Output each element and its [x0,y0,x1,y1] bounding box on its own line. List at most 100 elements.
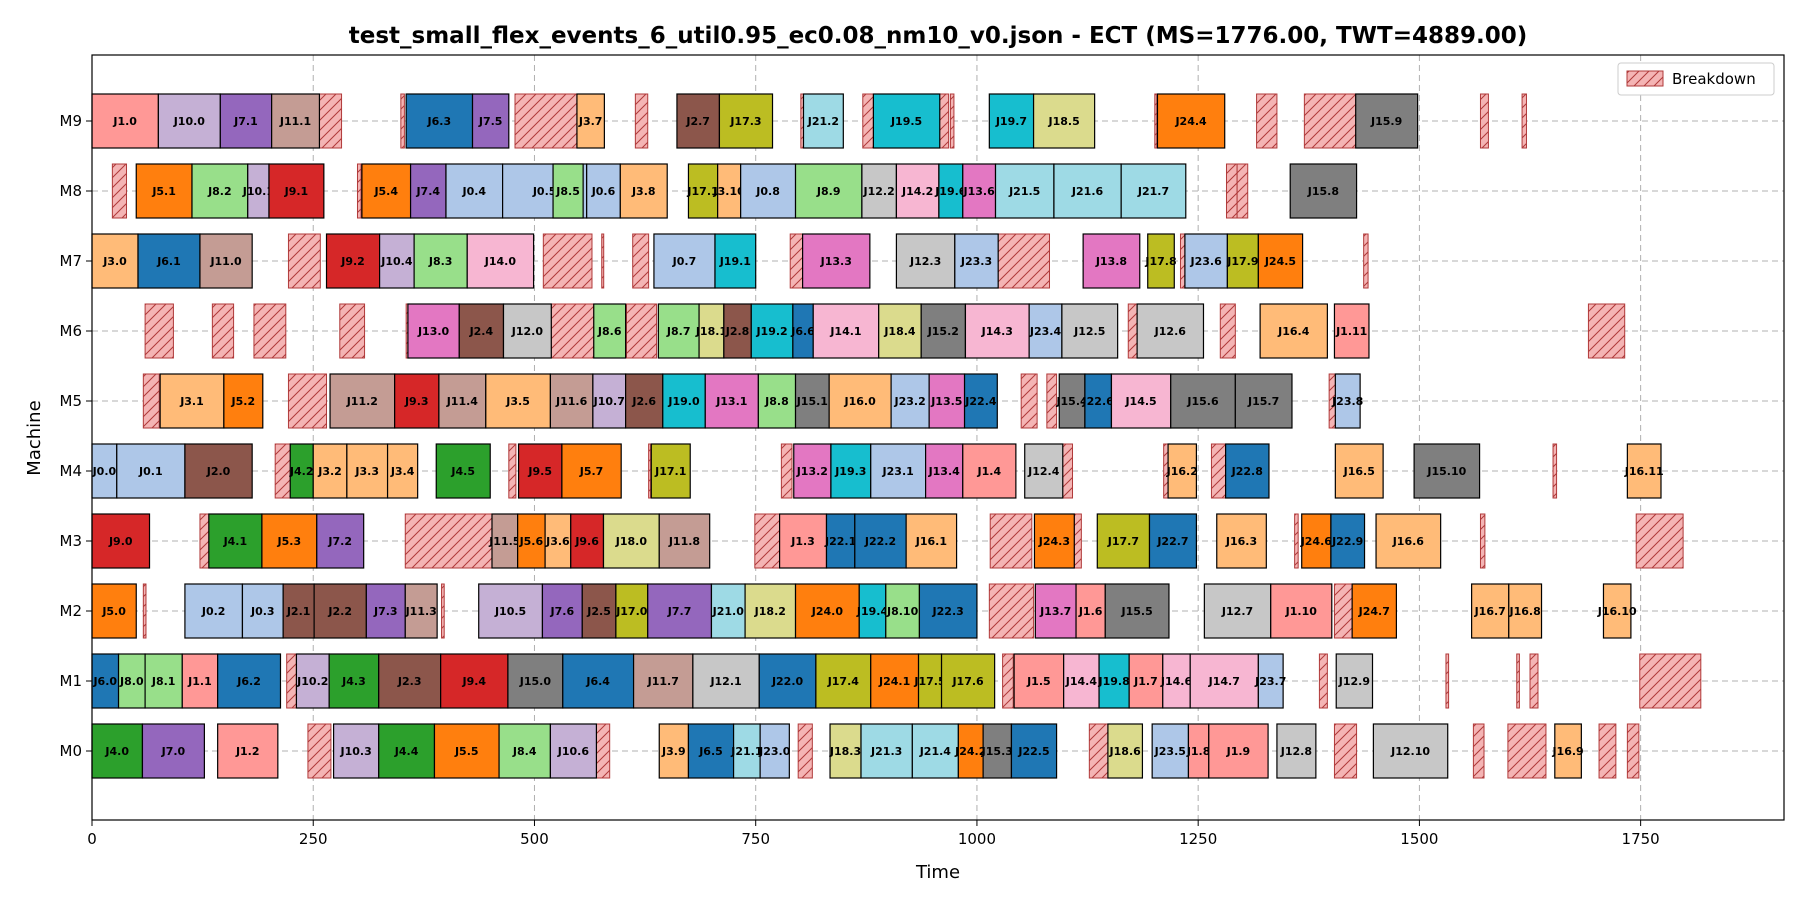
task-bar [1330,513,1366,569]
task-label: J14.6 [1160,675,1193,688]
task-label: J1.1 [187,675,212,688]
task-bar [793,443,832,499]
task-label: J23.4 [1029,325,1062,338]
task-bar [658,723,690,779]
task-bar [1010,723,1058,779]
task-label: J21.6 [1071,185,1104,198]
breakdown-block [1445,653,1450,709]
task-bar [1033,513,1075,569]
task-label: J14.0 [484,255,517,268]
task-bar [928,373,966,429]
task-label: J17.6 [951,675,984,688]
task-bar [404,583,438,639]
task-bar [1170,373,1236,429]
task-label: J1.6 [1078,605,1103,618]
task-bar [1024,443,1064,499]
task-label: J2.7 [685,115,710,128]
breakdown-block [1256,93,1278,149]
task-label: J22.2 [864,535,896,548]
task-label: J19.2 [755,325,787,338]
task-label: J15.10 [1426,465,1466,478]
y-tick-label: M7 [60,252,83,270]
task-label: J0.8 [755,185,780,198]
breakdown-block [1529,653,1539,709]
task-label: J11.2 [346,395,378,408]
task-bar [1151,723,1190,779]
task-label: J1.7 [1133,675,1158,688]
task-label: J10.0 [173,115,206,128]
task-label: J14.5 [1124,395,1156,408]
task-bar [723,303,752,359]
task-bar [592,373,627,429]
breakdown-block [1516,653,1520,709]
task-bar [1508,583,1543,639]
task-label: J15.1 [796,395,828,408]
task-bar [1063,653,1100,709]
breakdown-block [339,303,366,359]
task-label: J14.3 [981,325,1013,338]
task-bar [1225,443,1270,499]
task-bar [435,443,491,499]
task-bar [1082,233,1141,289]
task-label: J0.0 [92,465,117,478]
task-label: J24.1 [878,675,910,688]
task-label: J15.0 [519,675,552,688]
task-bar [854,513,907,569]
breakdown-block [1635,513,1684,569]
y-axis-label: Machine [24,400,45,475]
task-label: J13.2 [796,465,828,478]
task-label: J0.7 [672,255,697,268]
task-bar [498,723,551,779]
task-bar [1053,163,1122,219]
task-label: J7.3 [373,605,398,618]
task-label: J12.3 [909,255,941,268]
breakdown-block [1521,93,1527,149]
task-bar [1301,513,1332,569]
task-bar [91,93,159,149]
legend-breakdown-label: Breakdown [1672,70,1756,88]
task-label: J17.7 [1107,535,1139,548]
task-label: J6.4 [585,675,610,688]
task-label: J5.3 [277,535,302,548]
task-label: J2.2 [327,605,352,618]
task-label: J12.5 [1073,325,1105,338]
breakdown-block [211,303,235,359]
task-label: J9.0 [108,535,133,548]
task-bar [861,163,898,219]
breakdown-block [1479,513,1486,569]
breakdown-block [1626,723,1640,779]
task-bar [676,93,721,149]
breakdown-block [508,443,517,499]
task-bar [1226,233,1259,289]
task-label: J21.3 [870,745,902,758]
task-bar [940,653,996,709]
task-label: J23.0 [758,745,791,758]
task-bar [552,163,584,219]
task-label: J0.3 [250,605,275,618]
task-bar [750,303,794,359]
breakdown-block [1236,163,1249,219]
task-bar [895,233,956,289]
task-label: J23.6 [1190,255,1223,268]
task-bar [208,513,263,569]
task-label: J11.0 [209,255,242,268]
x-tick-label: 1000 [958,830,996,848]
task-bar [544,513,572,569]
breakdown-block [287,233,321,289]
breakdown-block [356,163,362,219]
task-label: J2.1 [286,605,311,618]
task-label: J17.1 [686,185,718,198]
task-bar [312,443,348,499]
task-label: J5.7 [579,465,604,478]
task-bar [507,653,564,709]
task-label: J0.4 [461,185,486,198]
task-label: J4.0 [104,745,129,758]
task-label: J1.3 [790,535,815,548]
task-label: J19.8 [1097,675,1129,688]
task-label: J6.6 [790,325,815,338]
task-bar [647,583,713,639]
y-tick-label: M0 [60,742,83,760]
task-bar [1156,93,1226,149]
task-label: J17.1 [654,465,686,478]
task-bar [282,583,315,639]
